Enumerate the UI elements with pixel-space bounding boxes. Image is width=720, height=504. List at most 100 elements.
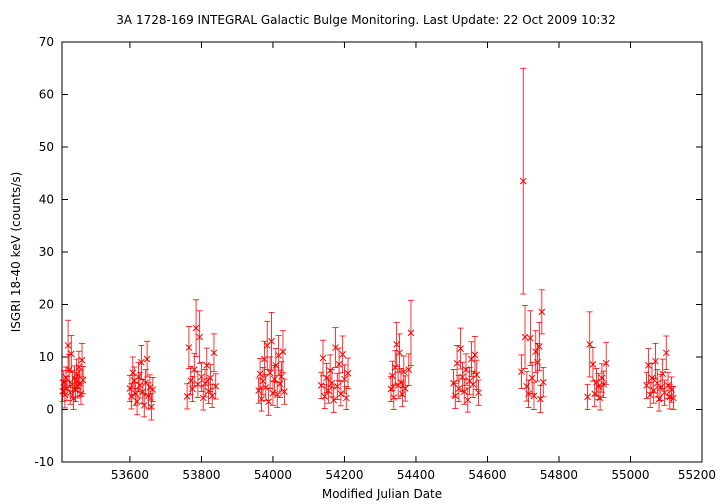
marker-stroke-b xyxy=(208,392,216,400)
marker-stroke-b xyxy=(261,355,268,363)
data-point xyxy=(596,385,604,411)
data-point xyxy=(659,358,667,389)
marker-stroke-b xyxy=(453,359,461,367)
marker-stroke-b xyxy=(401,385,409,392)
data-point xyxy=(278,361,285,392)
marker-stroke-b xyxy=(469,380,477,388)
data-point xyxy=(468,341,475,377)
marker-stroke-b xyxy=(272,362,280,369)
marker-stroke-b xyxy=(212,383,220,390)
marker-stroke-b xyxy=(79,376,87,384)
x-tick-label: 54600 xyxy=(468,468,506,482)
data-point xyxy=(530,381,538,410)
marker-stroke-b xyxy=(670,394,677,402)
data-point xyxy=(271,364,278,394)
data-point xyxy=(212,373,220,400)
marker-stroke-b xyxy=(586,341,594,348)
marker-stroke-b xyxy=(407,329,415,337)
marker-stroke-b xyxy=(662,349,670,357)
data-point xyxy=(189,376,196,403)
marker-stroke-b xyxy=(589,360,597,368)
marker-stroke-b xyxy=(129,369,137,377)
data-point xyxy=(321,383,329,409)
data-point xyxy=(133,388,141,416)
y-tick-label: 50 xyxy=(39,140,54,154)
marker-stroke-b xyxy=(333,383,341,390)
data-point xyxy=(586,311,594,378)
marker-stroke-b xyxy=(189,385,196,393)
marker-stroke-b xyxy=(518,368,525,376)
data-point xyxy=(128,383,135,410)
data-point xyxy=(196,310,204,364)
marker-stroke-b xyxy=(64,342,72,349)
data-point xyxy=(279,330,287,374)
data-point xyxy=(272,348,280,383)
data-point xyxy=(67,335,75,373)
marker-stroke-b xyxy=(148,403,155,411)
marker-stroke-b xyxy=(271,375,278,383)
data-point xyxy=(339,335,347,374)
y-tick-label: 40 xyxy=(39,193,54,207)
data-point xyxy=(146,374,154,401)
marker-stroke-b xyxy=(332,344,339,351)
marker-stroke-b xyxy=(390,394,398,401)
marker-stroke-b xyxy=(652,357,659,365)
x-tick-label: 54200 xyxy=(325,468,363,482)
marker-stroke-b xyxy=(393,341,401,348)
data-point xyxy=(332,327,339,368)
data-point xyxy=(136,372,144,399)
marker-stroke-b xyxy=(321,393,329,400)
marker-stroke-b xyxy=(266,369,274,377)
marker-stroke-b xyxy=(330,396,338,404)
marker-stroke-b xyxy=(528,374,536,382)
data-point xyxy=(259,367,267,396)
data-point xyxy=(258,386,265,412)
marker-stroke-b xyxy=(596,394,604,402)
y-tick-label: -10 xyxy=(34,455,54,469)
y-tick-label: 0 xyxy=(46,403,54,417)
marker-stroke-b xyxy=(256,370,264,378)
marker-stroke-b xyxy=(451,392,459,400)
marker-stroke-b xyxy=(399,390,406,398)
data-point xyxy=(518,354,525,389)
marker-stroke-b xyxy=(133,398,141,405)
marker-stroke-b xyxy=(466,377,473,385)
data-point xyxy=(333,372,341,400)
data-point xyxy=(469,370,477,398)
data-point xyxy=(335,347,343,382)
y-tick-label: 30 xyxy=(39,245,54,259)
y-tick-label: 70 xyxy=(39,35,54,49)
marker-stroke-b xyxy=(387,385,395,393)
marker-stroke-b xyxy=(276,380,284,388)
marker-stroke-b xyxy=(471,351,479,359)
marker-stroke-b xyxy=(460,388,468,396)
marker-stroke-b xyxy=(391,364,399,371)
marker-stroke-b xyxy=(259,377,267,385)
marker-stroke-b xyxy=(210,349,218,357)
data-point xyxy=(263,320,271,371)
marker-stroke-b xyxy=(207,374,214,382)
data-point xyxy=(185,326,193,369)
marker-stroke-b xyxy=(389,372,396,380)
data-point xyxy=(64,319,72,372)
data-point xyxy=(337,381,345,407)
data-point xyxy=(538,289,546,335)
data-point xyxy=(342,385,350,410)
axis-ticks: -10 0 10 20 30 40 50 60 70 53600 53800 54000 54200 54… xyxy=(34,35,716,482)
marker-stroke-b xyxy=(62,374,70,381)
data-point xyxy=(389,360,396,392)
marker-stroke-b xyxy=(278,373,285,380)
data-point xyxy=(401,375,409,402)
data-point xyxy=(268,311,275,371)
marker-stroke-b xyxy=(198,373,205,381)
marker-stroke-b xyxy=(527,334,534,342)
data-point xyxy=(256,358,264,390)
marker-stroke-b xyxy=(455,385,463,392)
marker-stroke-b xyxy=(661,389,668,397)
marker-stroke-b xyxy=(337,390,345,398)
marker-stroke-b xyxy=(475,389,482,397)
data-point xyxy=(589,347,597,382)
marker-stroke-b xyxy=(539,378,547,386)
marker-stroke-b xyxy=(535,343,543,350)
